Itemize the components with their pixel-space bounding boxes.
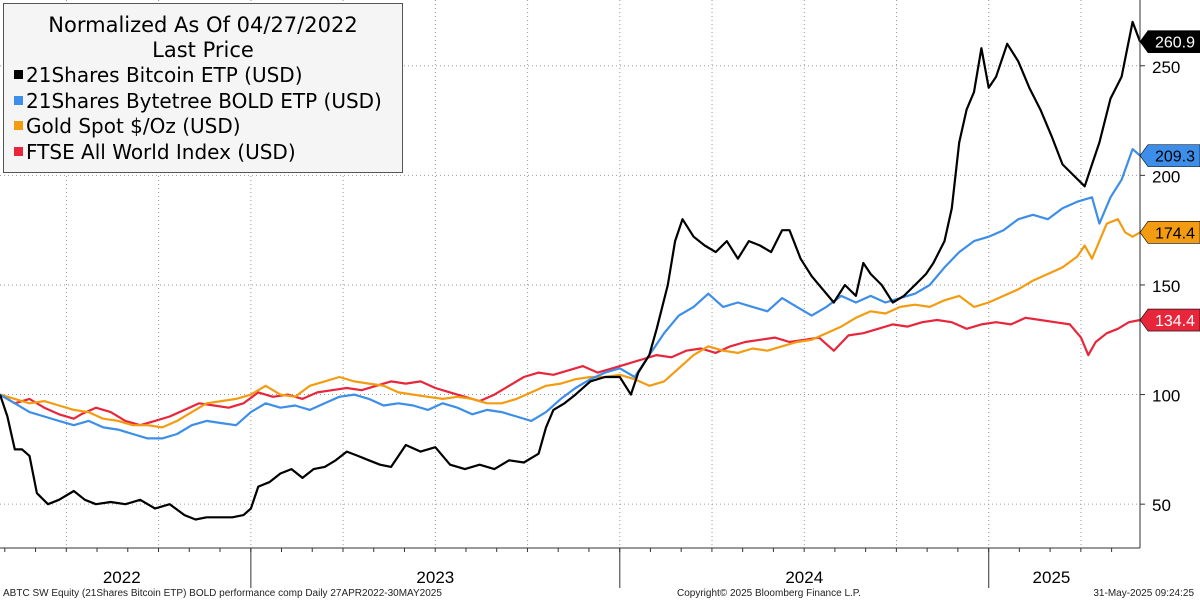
series-line xyxy=(0,316,1141,427)
last-value-tag: 209.3 xyxy=(1139,144,1200,167)
last-value-tag-text: 209.3 xyxy=(1155,149,1195,166)
legend-swatch xyxy=(14,146,23,156)
legend-title: Normalized As Of 04/27/2022 xyxy=(48,13,358,37)
last-value-tag-bg xyxy=(1139,308,1200,332)
last-value-tag: 260.9 xyxy=(1139,30,1200,53)
y-tick-label: 150 xyxy=(1152,277,1180,296)
x-tick-label: 2023 xyxy=(416,568,454,587)
last-value-tag-bg xyxy=(1139,30,1200,53)
last-value-tag-text: 260.9 xyxy=(1155,35,1195,52)
legend-swatch xyxy=(14,70,23,79)
legend-box: Normalized As Of 04/27/2022 Last Price 2… xyxy=(3,3,403,173)
x-tick-label: 2024 xyxy=(785,568,823,587)
legend-label: FTSE All World Index (USD) xyxy=(26,139,296,164)
legend-subtitle: Last Price xyxy=(152,38,254,62)
legend-label: 21Shares Bytetree BOLD ETP (USD) xyxy=(26,88,382,113)
last-value-tag-text: 174.4 xyxy=(1155,225,1195,242)
series-line xyxy=(0,148,1141,440)
y-tick-label: 250 xyxy=(1152,58,1180,77)
last-value-tag: 174.4 xyxy=(1139,221,1200,244)
legend-swatch xyxy=(14,95,23,105)
footer-timestamp: 31-May-2025 09:24:25 xyxy=(1093,588,1194,599)
axis-layer: 50 100 150 200 250 2022 2023 2024 2025 xyxy=(0,0,1180,588)
last-value-tag-bg xyxy=(1139,221,1200,244)
legend-swatch xyxy=(14,121,23,130)
legend-item-bitcoin: 21Shares Bitcoin ETP (USD) xyxy=(14,63,392,89)
series-line xyxy=(0,218,1141,429)
last-value-labels: 260.9 209.3 174.4 134.4 xyxy=(1139,30,1200,332)
y-tick-label: 200 xyxy=(1152,167,1180,186)
legend-item-bold: 21Shares Bytetree BOLD ETP (USD) xyxy=(14,89,392,115)
last-value-tag: 134.4 xyxy=(1139,308,1200,332)
footer-copyright: Copyright© 2025 Bloomberg Finance L.P. xyxy=(677,588,861,599)
series-line xyxy=(0,20,1142,521)
legend-item-ftse: FTSE All World Index (USD) xyxy=(14,140,392,166)
x-tick-label: 2022 xyxy=(103,568,141,587)
footer-source: ABTC SW Equity (21Shares Bitcoin ETP) BO… xyxy=(3,588,442,599)
legend-label: Gold Spot $/Oz (USD) xyxy=(26,114,241,138)
legend-label: 21Shares Bitcoin ETP (USD) xyxy=(26,63,303,87)
legend-item-gold: Gold Spot $/Oz (USD) xyxy=(14,114,392,140)
last-value-tag-text: 134.4 xyxy=(1155,313,1195,330)
series-layer xyxy=(0,20,1142,521)
last-value-tag-bg xyxy=(1139,144,1200,167)
grid-layer xyxy=(0,0,1140,548)
y-tick-label: 50 xyxy=(1152,496,1171,515)
y-tick-label: 100 xyxy=(1152,387,1180,406)
x-tick-label: 2025 xyxy=(1033,568,1071,587)
